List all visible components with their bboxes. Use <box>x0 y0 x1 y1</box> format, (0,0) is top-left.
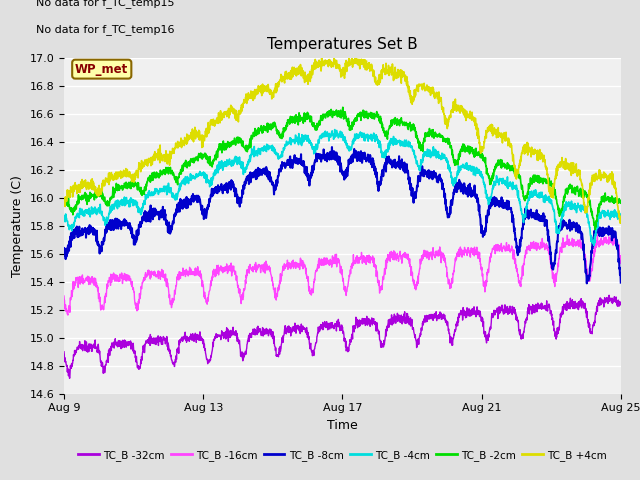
Text: No data for f_TC_temp15: No data for f_TC_temp15 <box>36 0 175 8</box>
Legend: TC_B -32cm, TC_B -16cm, TC_B -8cm, TC_B -4cm, TC_B -2cm, TC_B +4cm: TC_B -32cm, TC_B -16cm, TC_B -8cm, TC_B … <box>74 446 611 465</box>
Text: WP_met: WP_met <box>75 63 129 76</box>
Title: Temperatures Set B: Temperatures Set B <box>267 37 418 52</box>
Text: No data for f_TC_temp16: No data for f_TC_temp16 <box>36 24 175 35</box>
Y-axis label: Temperature (C): Temperature (C) <box>11 175 24 276</box>
X-axis label: Time: Time <box>327 419 358 432</box>
